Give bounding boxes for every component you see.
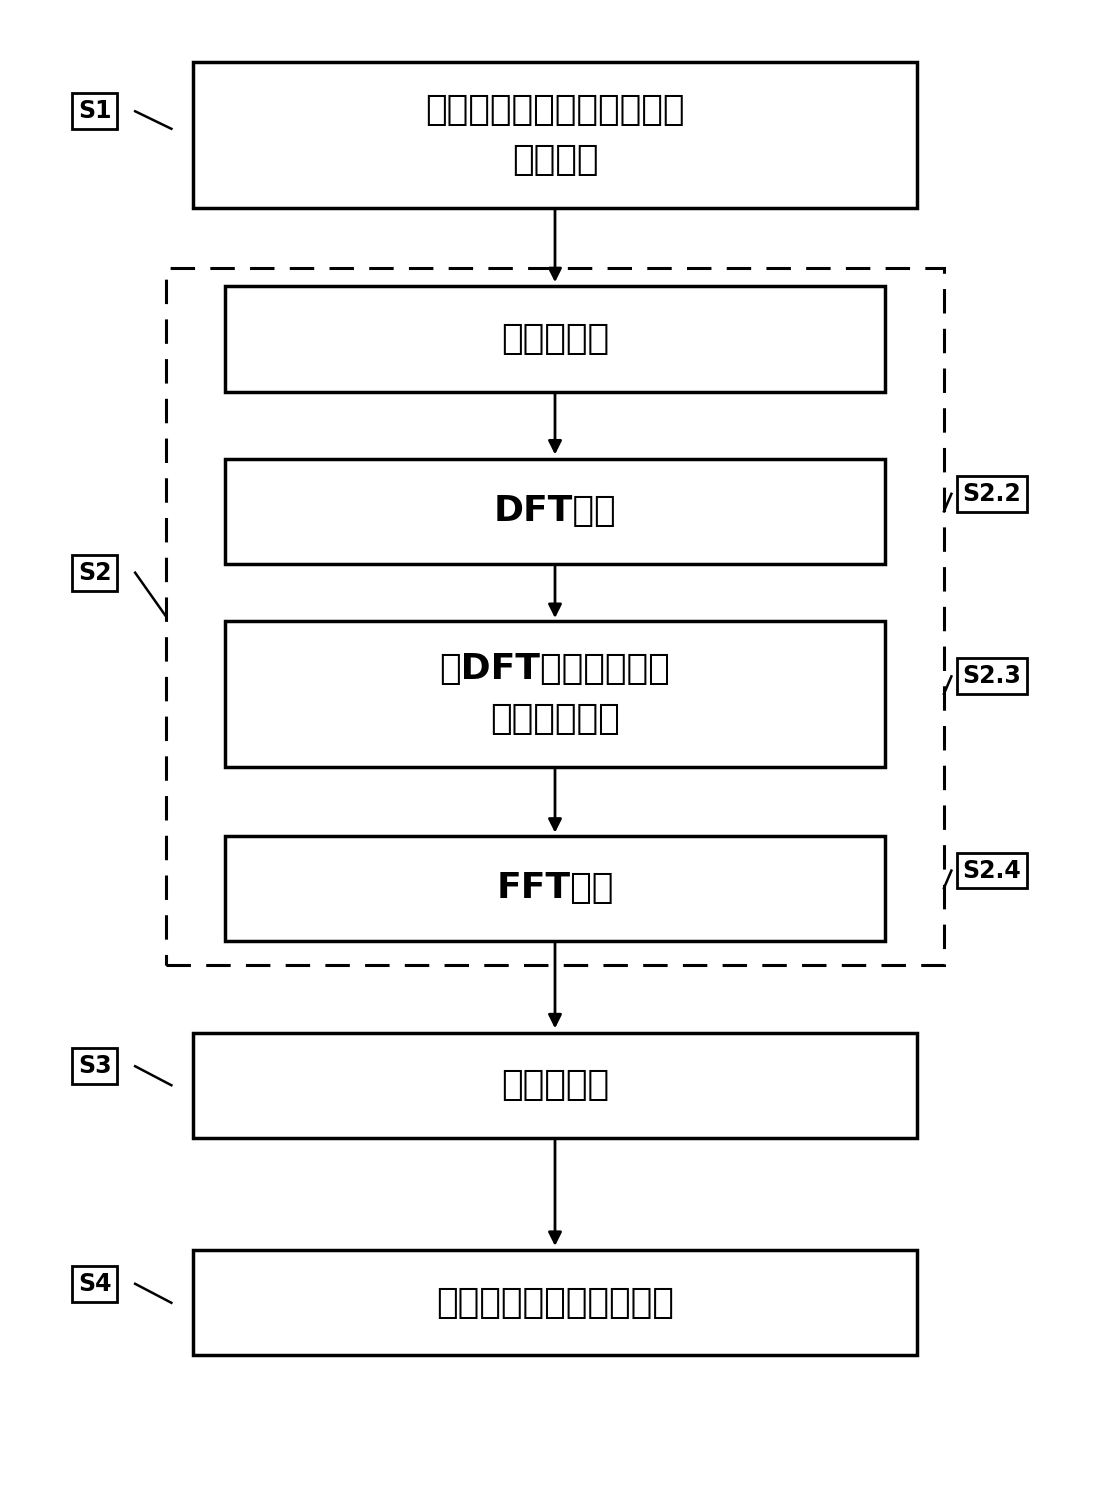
Bar [224,459,886,563]
Bar [193,61,917,207]
Text: FFT运算: FFT运算 [496,872,614,904]
Text: 计算频偏值: 计算频偏值 [501,1068,609,1103]
Text: S4: S4 [78,1272,111,1296]
Text: 根据频偏值修正载波频偏: 根据频偏值修正载波频偏 [436,1286,674,1320]
Text: DFT运算: DFT运算 [494,495,616,529]
Bar [193,1250,917,1356]
Bar [193,1033,917,1138]
Text: 对接收的载波信号进行正交
混频转换: 对接收的载波信号进行正交 混频转换 [425,92,685,177]
Text: 分解复信号: 分解复信号 [501,322,609,356]
Text: S3: S3 [78,1055,111,1079]
Bar [224,286,886,392]
Text: S2.3: S2.3 [962,665,1021,688]
Text: S1: S1 [78,100,111,124]
Text: 对DFT运算后的矩阵
乘以旋转因子: 对DFT运算后的矩阵 乘以旋转因子 [440,651,670,736]
Text: S2.2: S2.2 [962,481,1021,505]
Bar [224,621,886,767]
Bar [224,836,886,940]
Bar [166,268,944,966]
Text: S2.4: S2.4 [962,858,1021,882]
Text: S2: S2 [78,560,111,584]
